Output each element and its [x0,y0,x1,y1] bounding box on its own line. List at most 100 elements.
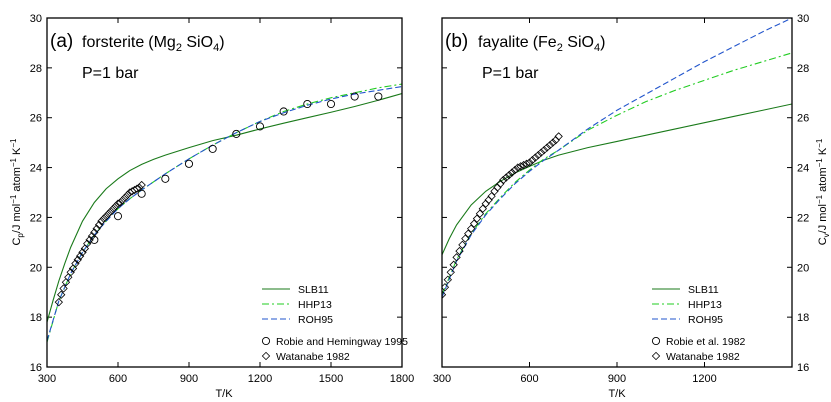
b-point-diamond [525,158,534,167]
b-ytick-label: 20 [797,262,809,274]
a-ytick-label: 18 [30,312,42,324]
b-ytick-label: 22 [797,212,809,224]
a-point-diamond [99,214,108,223]
a-point-circle [113,212,123,221]
a-legend-label: Robie and Hemingway 1995 [276,336,408,348]
b-point-diamond [516,162,525,171]
a-point-circle [303,99,312,109]
a-point-diamond [111,202,120,211]
a-point-diamond [71,259,80,268]
a-point-circle [279,107,288,116]
a-ytick-label: 20 [30,262,42,274]
b-point-diamond [472,214,482,223]
a-point-diamond [90,228,99,237]
a-point-diamond [109,204,118,213]
a-formula-1: (Mg [148,34,176,51]
b-point-diamond [507,168,517,177]
b-point-diamond [464,229,473,238]
b-point-diamond [548,138,557,147]
b-series-slb11 [442,103,792,256]
b-point-diamond [519,160,528,170]
a-point-diamond [106,207,116,216]
b-ytick-label: 16 [797,362,809,374]
a-point-diamond [132,184,142,193]
a-legend-label: Watanabe 1982 [276,351,350,363]
a-point-diamond [73,255,82,264]
a-xtick-label: 600 [109,373,127,385]
b-point-diamond [554,132,563,141]
a-point-circle [350,92,359,101]
a-point-diamond [118,195,127,205]
a-point-diamond [57,290,66,299]
b-point-diamond [537,148,546,157]
b-formula-2: SiO [563,34,594,51]
a-point-diamond [113,199,123,208]
a-ytick-label: 22 [30,212,42,224]
b-ytick-label: 18 [797,312,809,324]
a-series-slb11 [47,93,402,323]
a-point-diamond [135,183,144,192]
b-legend-label: HHP13 [688,299,722,311]
b-point-diamond [478,204,487,213]
a-xtick-label: 1500 [319,373,343,385]
a-xtick-label: 1800 [390,373,414,385]
b-point-diamond [461,234,470,243]
b-point-diamond [499,175,508,185]
b-point-diamond [522,159,531,168]
a-series-roh95 [47,86,402,341]
b-ylabel: Cv/J mol−1 atom−1 K−1 [815,138,831,245]
a-point-diamond [92,224,101,233]
b-legend-symbol-diamond [651,351,661,361]
a-xtick-label: 900 [180,373,198,385]
b-ytick-label: 30 [797,13,809,25]
a-pressure: P=1 bar [82,65,139,82]
a-legend-symbol-diamond [261,351,271,361]
a-xtick-label: 1200 [248,373,272,385]
b-legend-label: ROH95 [688,314,723,326]
a-legend-label: ROH95 [298,314,333,326]
b-point-diamond [545,140,555,150]
a-xlabel: T/K [215,388,233,400]
a-point-diamond [54,298,63,307]
b-mineral: fayalite [478,34,529,51]
a-panel-label: (a) [50,31,73,52]
a-title: forsterite (Mg2 SiO4) [82,34,225,54]
a-point-diamond [75,251,85,261]
b-formula-sub-1: 2 [557,42,563,54]
a-point-diamond [120,193,130,202]
b-point-diamond [531,153,540,162]
a-point-diamond [94,220,104,230]
a-point-circle [255,122,265,131]
a-point-diamond [87,231,97,241]
a-series-hhp13 [47,83,402,343]
b-xtick-label: 1200 [692,373,716,385]
a-formula-sub-1: 2 [176,42,182,54]
a-formula-sub-2: 4 [213,42,219,54]
b-point-diamond [469,219,479,228]
b-point-diamond [443,275,452,284]
b-ytick-label: 28 [797,63,809,75]
b-point-diamond [455,246,464,256]
a-legend-label: HHP13 [298,299,332,311]
a-point-circle [374,92,383,101]
a-point-diamond [59,284,68,293]
b-ytick-label: 24 [797,163,809,175]
b-xlabel: T/K [608,388,626,400]
a-point-diamond [66,268,75,277]
b-point-diamond [528,155,537,165]
a-formula-3: ) [219,34,224,51]
a-ytick-label: 30 [30,13,42,25]
b-series-hhp13 [442,52,792,295]
a-point-diamond [83,239,92,248]
a-point-circle [232,129,241,138]
b-legend: SLB11 HHP13 ROH95 Robie et al. 1982 Watanabe… [651,284,746,363]
b-formula-sub-2: 4 [594,42,600,54]
b-point-diamond [539,145,549,155]
b-ytick-label: 26 [797,113,809,125]
b-point-diamond [510,165,520,175]
b-point-diamond [487,192,496,201]
b-point-diamond [449,260,458,269]
